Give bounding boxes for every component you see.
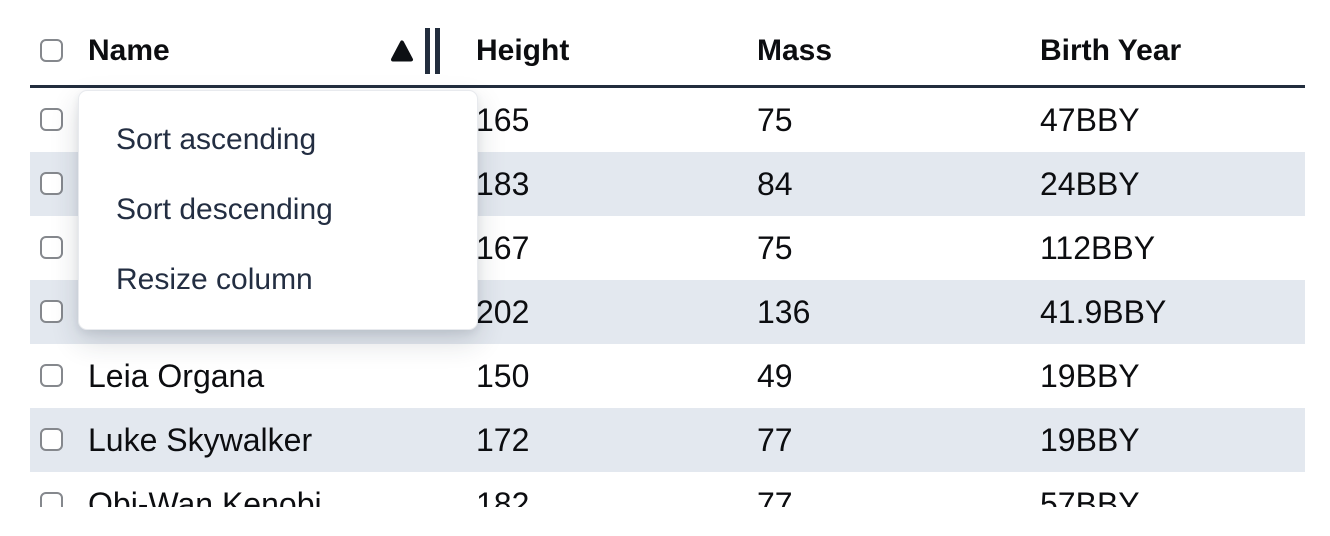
cell-birth-year: 24BBY (1040, 165, 1140, 202)
row-checkbox[interactable] (40, 171, 63, 195)
column-header-birth-year-label: Birth Year (1040, 33, 1182, 67)
cell-mass: 75 (757, 229, 793, 266)
column-header-name-label: Name (88, 33, 170, 67)
cell-height: 182 (476, 485, 530, 508)
cell-birth-year: 112BBY (1040, 229, 1156, 266)
table-row: Obi-Wan Kenobi 182 77 57BBY (30, 472, 1305, 507)
cell-height: 183 (476, 165, 530, 202)
cell-name: Luke Skywalker (88, 421, 313, 458)
cell-mass: 77 (757, 421, 793, 458)
row-checkbox[interactable] (40, 107, 63, 131)
column-resize-handle-icon[interactable] (425, 27, 440, 74)
select-all-checkbox[interactable] (40, 39, 63, 62)
column-header-height-label: Height (476, 33, 570, 67)
sort-ascending-icon (390, 39, 414, 63)
cell-mass: 77 (757, 485, 793, 508)
cell-birth-year: 19BBY (1040, 357, 1140, 394)
cell-height: 165 (476, 101, 530, 138)
row-checkbox[interactable] (40, 491, 63, 507)
cell-birth-year: 57BBY (1040, 485, 1140, 508)
cell-height: 150 (476, 357, 530, 394)
column-header-mass[interactable]: Mass (757, 34, 1040, 68)
column-header-name[interactable]: Name (88, 27, 476, 74)
cell-name: Leia Organa (88, 357, 265, 394)
cell-mass: 136 (757, 293, 811, 330)
column-header-height[interactable]: Height (476, 34, 757, 68)
cell-birth-year: 41.9BBY (1040, 293, 1167, 330)
table-header-row: Name Height Mass (30, 0, 1305, 88)
cell-name: Obi-Wan Kenobi (88, 485, 322, 508)
menu-item-sort-ascending[interactable]: Sort ascending (116, 123, 317, 156)
row-checkbox[interactable] (40, 235, 63, 259)
table-row: Leia Organa 150 49 19BBY (30, 344, 1305, 408)
resize-bar (425, 27, 430, 74)
cell-mass: 75 (757, 101, 793, 138)
cell-mass: 49 (757, 357, 793, 394)
cell-height: 167 (476, 229, 530, 266)
cell-height: 172 (476, 421, 530, 458)
cell-height: 202 (476, 293, 530, 330)
menu-item-resize-column[interactable]: Resize column (116, 263, 313, 296)
cell-birth-year: 47BBY (1040, 101, 1140, 138)
row-checkbox[interactable] (40, 363, 63, 387)
table-row: Luke Skywalker 172 77 19BBY (30, 408, 1305, 472)
column-context-menu: Sort ascending Sort descending Resize co… (78, 90, 478, 330)
column-header-birth-year[interactable]: Birth Year (1040, 34, 1305, 68)
cell-mass: 84 (757, 165, 793, 202)
cell-birth-year: 19BBY (1040, 421, 1140, 458)
column-header-mass-label: Mass (757, 33, 833, 67)
menu-item-sort-descending[interactable]: Sort descending (116, 193, 333, 226)
row-checkbox[interactable] (40, 427, 63, 451)
row-checkbox[interactable] (40, 299, 63, 323)
select-all-cell (30, 39, 88, 62)
resize-bar (435, 27, 440, 74)
